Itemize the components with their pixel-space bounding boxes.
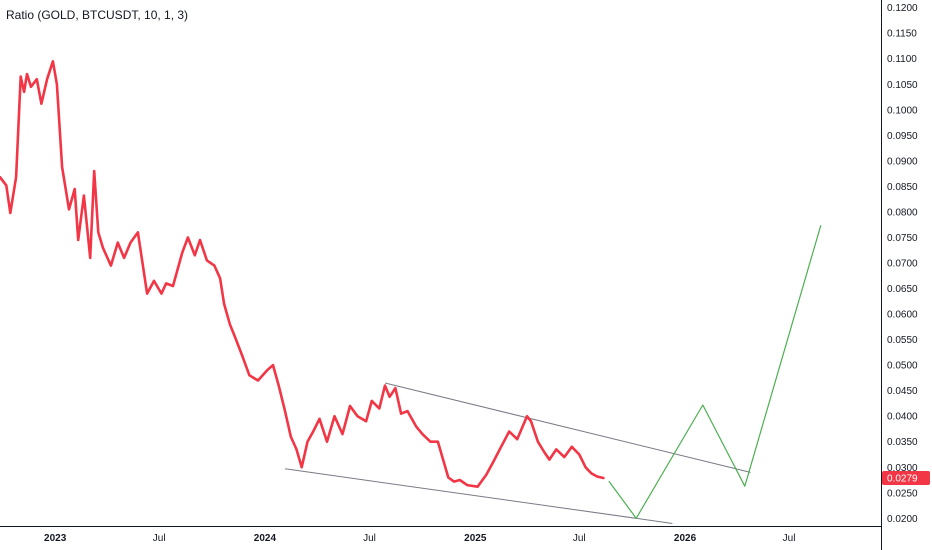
trendlines — [284, 382, 751, 524]
y-tick-label: 0.0900 — [887, 156, 918, 167]
ratio-price-line — [0, 59, 605, 489]
last-value-label: 0.0279 — [882, 470, 930, 485]
y-tick-label: 0.0750 — [887, 233, 918, 244]
y-tick-label: 0.0400 — [887, 412, 918, 423]
y-tick-label: 0.0800 — [887, 207, 918, 218]
series — [0, 59, 822, 519]
x-tick-label: Jul — [783, 533, 796, 544]
y-tick-label: 0.0200 — [887, 514, 918, 525]
x-axis-ticks: 2023 Jul 2024 Jul 2025 Jul 2026 Jul — [44, 533, 795, 544]
y-tick-label: 0.0600 — [887, 310, 918, 321]
trendline-upper — [384, 382, 751, 473]
x-tick-label: 2025 — [464, 533, 487, 544]
chart-title: Ratio (GOLD, BTCUSDT, 10, 1, 3) — [6, 8, 189, 22]
y-tick-label: 0.0550 — [887, 335, 918, 346]
trendline-lower — [284, 468, 673, 524]
y-tick-label: 0.0250 — [887, 488, 918, 499]
y-tick-label: 0.1200 — [887, 3, 918, 14]
y-tick-label: 0.0950 — [887, 131, 918, 142]
y-tick-label: 0.0500 — [887, 361, 918, 372]
last-value-text: 0.0279 — [887, 473, 918, 484]
y-tick-label: 0.1150 — [887, 29, 917, 40]
y-axis-ticks: 0.1200 0.1150 0.1100 0.1050 0.1000 0.0950 0.09… — [887, 3, 918, 525]
y-tick-label: 0.0650 — [887, 284, 918, 295]
x-tick-label: 2024 — [254, 533, 277, 544]
y-tick-label: 0.1000 — [887, 105, 918, 116]
y-tick-label: 0.0700 — [887, 259, 918, 270]
x-tick-label: 2026 — [674, 533, 697, 544]
x-tick-label: 2023 — [44, 533, 67, 544]
y-tick-label: 0.1100 — [887, 54, 917, 65]
y-tick-label: 0.0450 — [887, 386, 918, 397]
x-tick-label: Jul — [153, 533, 166, 544]
projection-line — [608, 225, 822, 519]
x-tick-label: Jul — [573, 533, 586, 544]
last-value-badge — [882, 470, 930, 485]
y-tick-label: 0.0350 — [887, 437, 918, 448]
x-tick-label: Jul — [363, 533, 376, 544]
y-tick-label: 0.0850 — [887, 182, 918, 193]
y-tick-label: 0.0300 — [887, 463, 918, 474]
y-tick-label: 0.1050 — [887, 80, 918, 91]
